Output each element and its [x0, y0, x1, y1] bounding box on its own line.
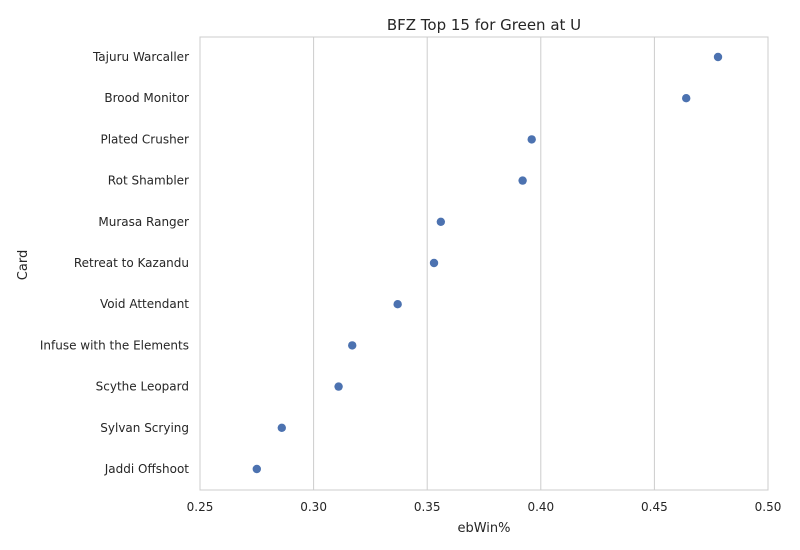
chart-title: BFZ Top 15 for Green at U [387, 16, 581, 34]
y-tick-label: Void Attendant [100, 297, 189, 311]
y-axis-label: Card [16, 250, 31, 280]
x-tick-label: 0.50 [755, 500, 782, 514]
x-tick-labels: 0.25 0.30 0.35 0.40 0.45 0.50 [187, 500, 782, 514]
x-axis-label: ebWin% [457, 521, 510, 536]
data-point [348, 341, 357, 350]
data-point [518, 176, 527, 185]
data-point [527, 135, 536, 144]
y-tick-label: Infuse with the Elements [40, 338, 189, 352]
y-tick-label: Plated Crusher [100, 132, 189, 146]
data-point [682, 94, 691, 103]
y-tick-label: Rot Shambler [108, 174, 189, 188]
y-tick-label: Sylvan Scrying [100, 421, 189, 435]
y-tick-label: Murasa Ranger [98, 215, 189, 229]
x-tick-label: 0.40 [527, 500, 554, 514]
y-tick-label: Retreat to Kazandu [74, 256, 189, 270]
data-point [429, 258, 439, 268]
data-point [252, 464, 261, 474]
y-tick-label: Brood Monitor [104, 91, 189, 105]
y-tick-labels: Tajuru Warcaller Brood Monitor Plated Crus… [40, 50, 189, 476]
x-tick-label: 0.45 [641, 500, 668, 514]
grid-lines [313, 37, 655, 490]
data-points [252, 52, 723, 474]
x-tick-label: 0.35 [414, 500, 441, 514]
data-point [334, 382, 343, 391]
data-point [277, 423, 286, 432]
data-point [393, 300, 402, 309]
y-tick-label: Jaddi Offshoot [104, 462, 190, 476]
data-point [436, 217, 446, 226]
plot-frame [199, 36, 769, 491]
y-tick-label: Scythe Leopard [96, 380, 189, 394]
data-point [713, 52, 723, 62]
y-tick-label: Tajuru Warcaller [92, 50, 189, 64]
x-tick-label: 0.30 [300, 500, 327, 514]
x-tick-label: 0.25 [187, 500, 214, 514]
